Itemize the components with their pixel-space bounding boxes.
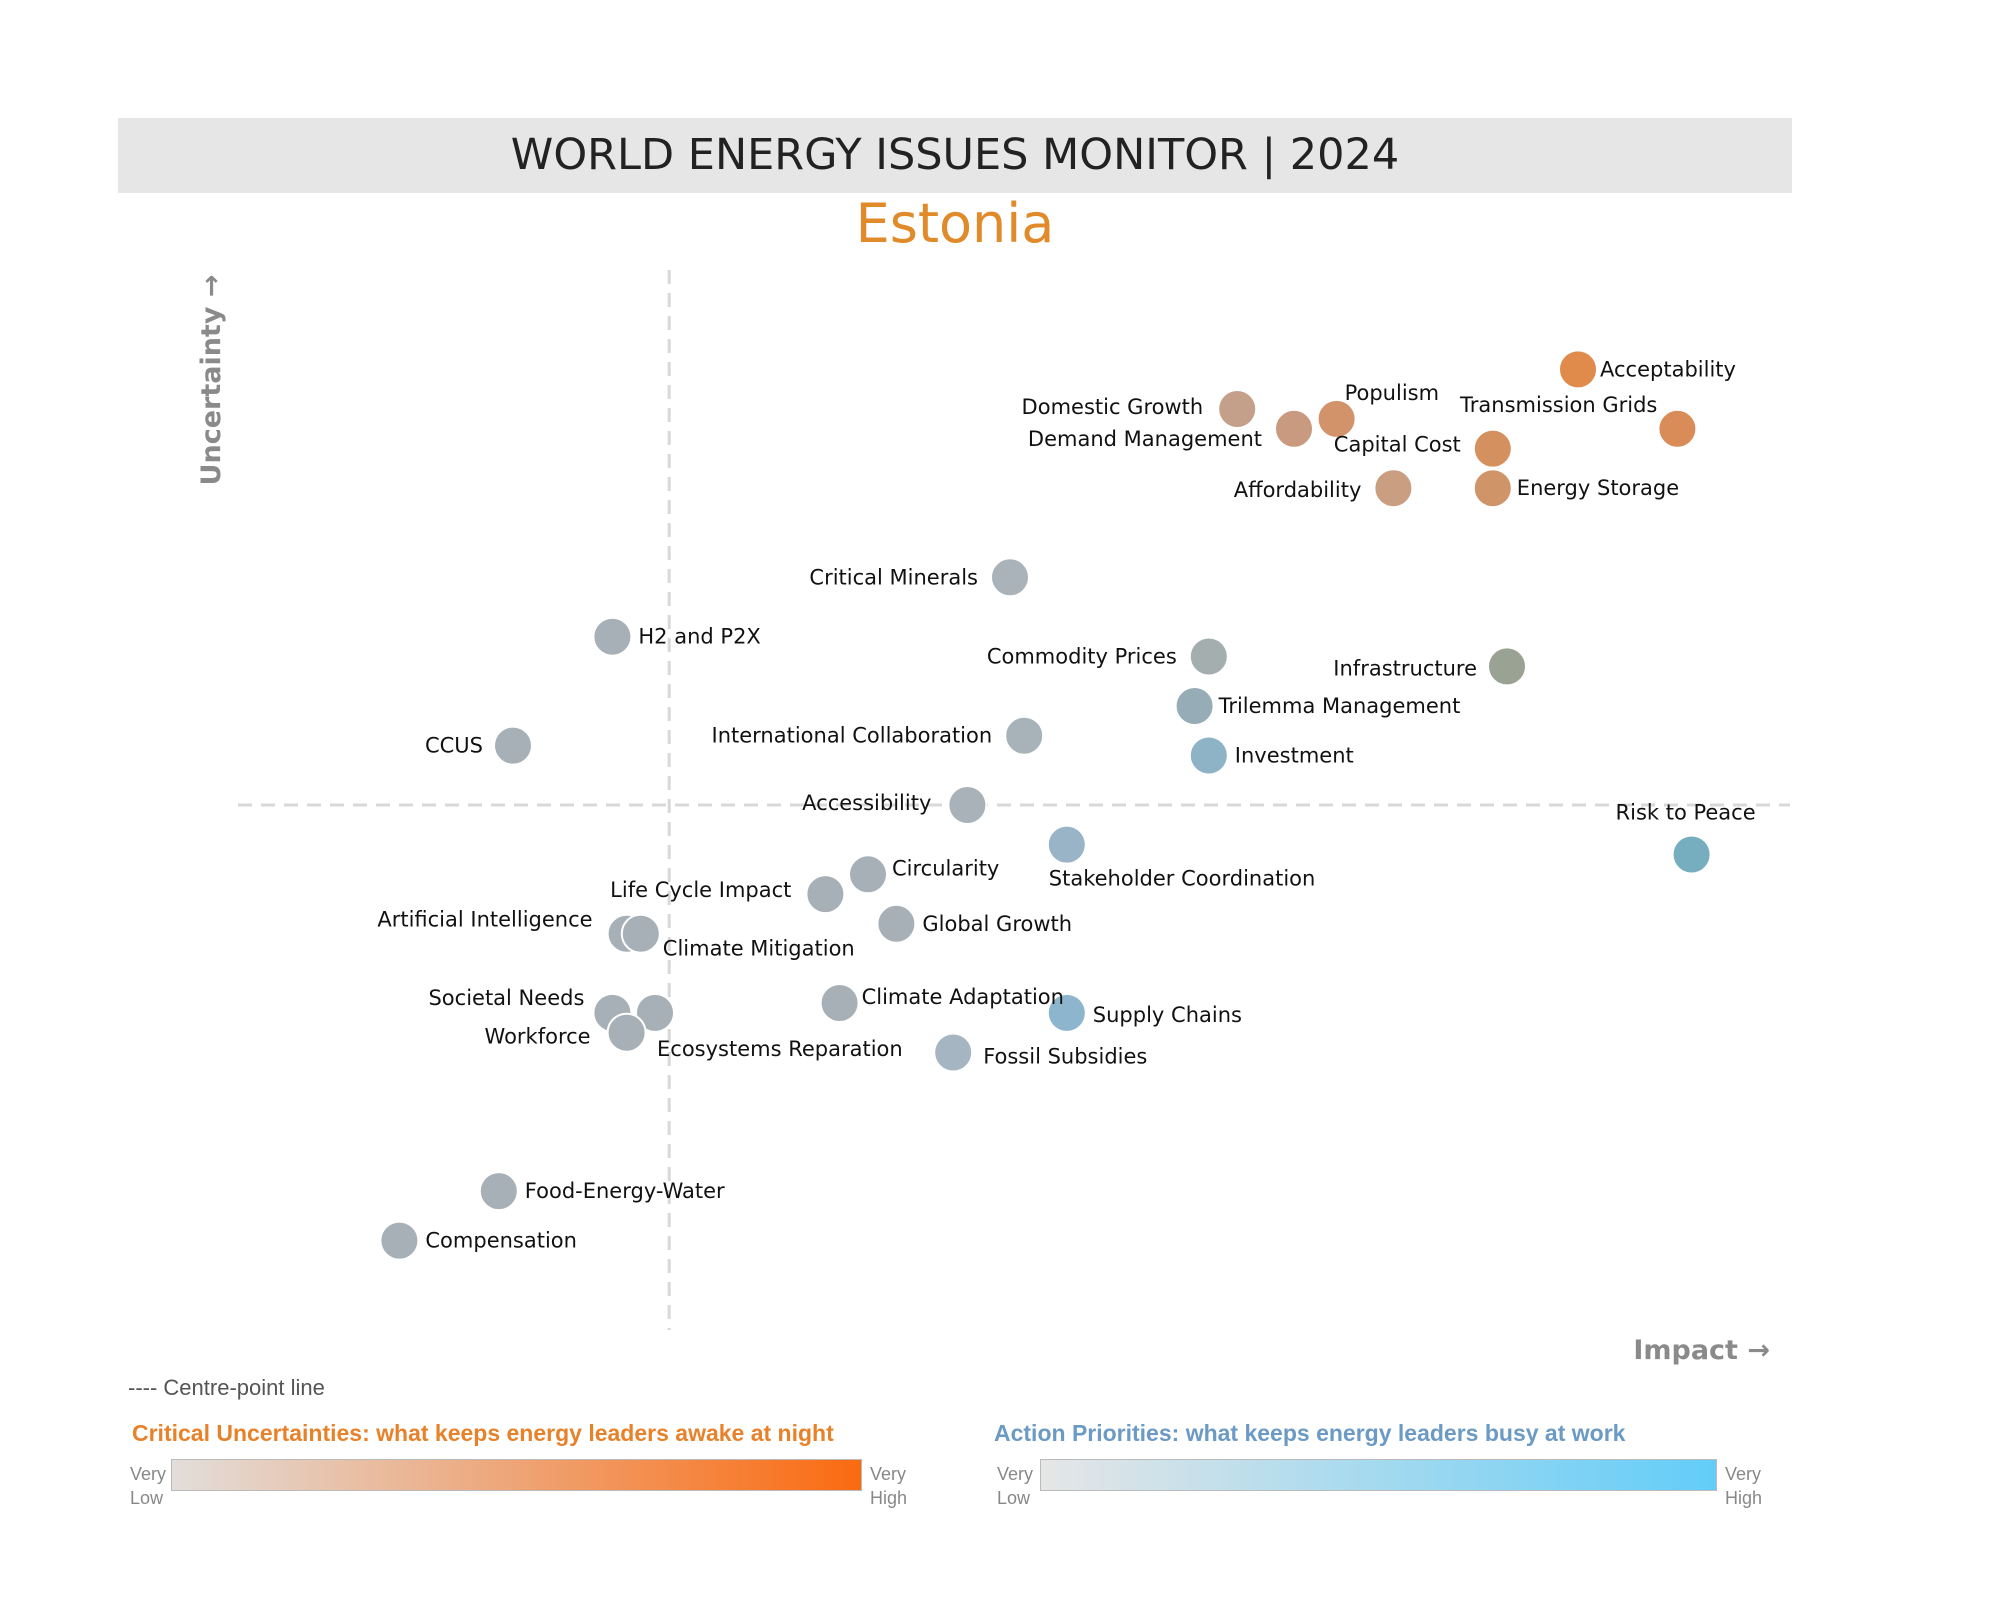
data-label-life-cycle-impact: Life Cycle Impact <box>610 878 791 902</box>
data-label-trilemma-management: Trilemma Management <box>1218 694 1461 718</box>
data-label-risk-to-peace: Risk to Peace <box>1616 801 1756 825</box>
data-label-populism: Populism <box>1345 381 1439 405</box>
data-label-international-collaboration: International Collaboration <box>712 724 993 748</box>
data-points: Acceptability Transmission Grids Populism D… <box>377 349 1756 1261</box>
data-label-h2-and-p2x: H2 and P2X <box>638 625 760 649</box>
data-point-climate-mitigation <box>620 913 661 954</box>
data-label-critical-minerals: Critical Minerals <box>809 565 978 589</box>
data-point-life-cycle-impact <box>805 874 846 915</box>
data-point-circularity <box>848 854 888 895</box>
data-point-critical-minerals <box>990 557 1030 598</box>
data-label-circularity: Circularity <box>892 856 999 880</box>
legend-priorities-high: Very High <box>1725 1462 1762 1510</box>
data-label-artificial-intelligence: Artificial Intelligence <box>377 908 592 932</box>
data-point-workforce <box>606 1012 647 1053</box>
legend-uncertainties-gradient <box>171 1459 862 1491</box>
data-label-capital-cost: Capital Cost <box>1334 433 1461 457</box>
x-axis-label: Impact → <box>1633 1335 1770 1366</box>
data-point-risk-to-peace <box>1671 834 1712 875</box>
data-point-supply-chains <box>1046 992 1087 1033</box>
data-point-investment <box>1188 735 1229 776</box>
data-point-affordability <box>1373 468 1414 509</box>
data-point-trilemma-management <box>1174 686 1215 726</box>
legend-uncertainties-title: Critical Uncertainties: what keeps energ… <box>132 1420 834 1446</box>
data-point-climate-adaptation <box>819 983 860 1023</box>
data-label-stakeholder-coordination: Stakeholder Coordination <box>1049 867 1316 891</box>
data-label-workforce: Workforce <box>485 1025 591 1049</box>
legend-low-word2: Low <box>997 1488 1031 1508</box>
data-label-compensation: Compensation <box>425 1229 577 1253</box>
legend-priorities-gradient <box>1040 1459 1717 1491</box>
data-label-commodity-prices: Commodity Prices <box>987 645 1177 669</box>
data-point-energy-storage <box>1472 468 1513 509</box>
data-label-investment: Investment <box>1235 744 1354 768</box>
data-point-commodity-prices <box>1188 636 1229 677</box>
data-point-stakeholder-coordination <box>1046 824 1087 865</box>
data-label-food-energy-water: Food-Energy-Water <box>525 1179 725 1203</box>
data-point-domestic-growth <box>1217 389 1258 429</box>
data-point-accessibility <box>947 785 988 825</box>
data-label-supply-chains: Supply Chains <box>1093 1003 1242 1027</box>
data-point-acceptability <box>1558 349 1598 390</box>
data-point-populism <box>1316 398 1357 439</box>
legend-priorities-low: Very Low <box>997 1462 1033 1510</box>
data-point-transmission-grids <box>1657 408 1698 449</box>
data-label-societal-needs: Societal Needs <box>428 986 584 1010</box>
data-label-ccus: CCUS <box>425 734 483 758</box>
data-label-fossil-subsidies: Fossil Subsidies <box>983 1045 1147 1069</box>
legend-low-word1: Very <box>130 1464 167 1484</box>
data-point-fossil-subsidies <box>933 1032 974 1073</box>
data-point-ecosystems-reparation <box>635 992 675 1033</box>
data-label-climate-mitigation: Climate Mitigation <box>663 937 855 961</box>
data-point-infrastructure <box>1487 646 1527 687</box>
data-label-energy-storage: Energy Storage <box>1517 476 1679 500</box>
legend-high-word2: High <box>1725 1488 1763 1508</box>
data-label-accessibility: Accessibility <box>802 791 931 815</box>
data-point-global-growth <box>876 903 917 944</box>
data-point-international-collaboration <box>1004 715 1045 756</box>
legend-uncertainties-low: Very Low <box>130 1462 166 1510</box>
data-label-transmission-grids: Transmission Grids <box>1459 393 1657 417</box>
legend-high-word2: High <box>870 1488 908 1508</box>
legend-low-word1: Very <box>997 1464 1034 1484</box>
legend-priorities-title: Action Priorities: what keeps energy lea… <box>994 1420 1626 1446</box>
data-point-food-energy-water <box>478 1171 519 1212</box>
centre-line-note: ---- Centre-point line <box>128 1375 325 1400</box>
data-point-compensation <box>379 1220 420 1261</box>
legend-uncertainties-high: Very High <box>870 1462 907 1510</box>
data-label-acceptability: Acceptability <box>1600 357 1736 381</box>
data-label-domestic-growth: Domestic Growth <box>1022 395 1204 419</box>
legend-low-word2: Low <box>130 1488 164 1508</box>
country-subtitle: Estonia <box>855 192 1055 255</box>
title-band <box>118 118 1792 193</box>
data-point-ccus <box>493 725 533 766</box>
data-point-demand-management <box>1274 408 1314 449</box>
page-title: WORLD ENERGY ISSUES MONITOR | 2024 <box>510 130 1400 180</box>
data-label-global-growth: Global Growth <box>922 912 1072 936</box>
y-axis-label: Uncertainty → <box>196 275 227 486</box>
data-label-demand-management: Demand Management <box>1028 427 1262 451</box>
legend-high-word1: Very <box>1725 1464 1762 1484</box>
legend-high-word1: Very <box>870 1464 907 1484</box>
data-point-capital-cost <box>1472 428 1513 469</box>
data-label-infrastructure: Infrastructure <box>1333 656 1477 680</box>
data-label-affordability: Affordability <box>1234 478 1362 502</box>
data-label-ecosystems-reparation: Ecosystems Reparation <box>657 1037 903 1061</box>
data-label-climate-adaptation: Climate Adaptation <box>862 985 1064 1009</box>
data-point-h2-and-p2x <box>592 616 633 657</box>
